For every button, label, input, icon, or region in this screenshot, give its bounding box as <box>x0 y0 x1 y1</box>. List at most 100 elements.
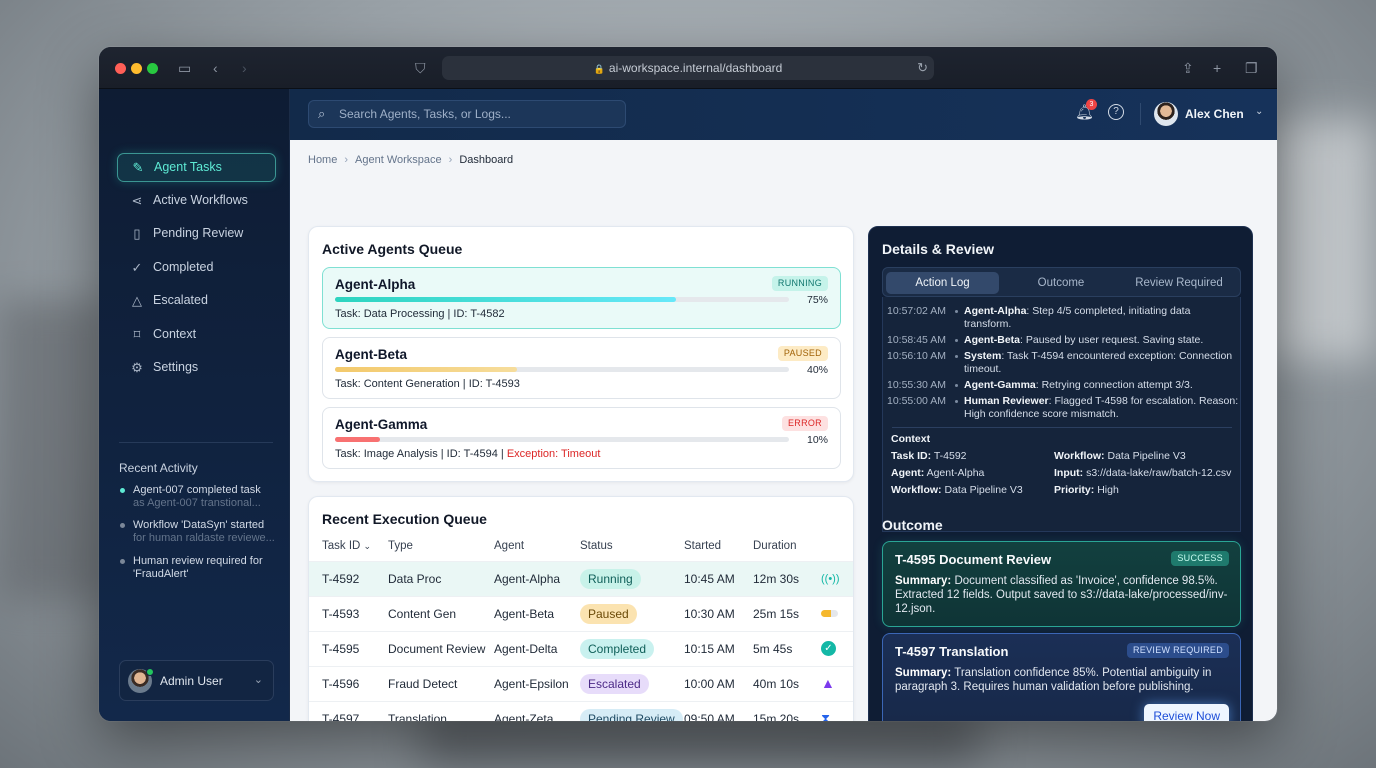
status-badge: PAUSED <box>777 346 828 361</box>
shield-icon[interactable]: ⛉ <box>415 60 426 76</box>
review-now-button[interactable]: Review Now <box>1144 704 1229 721</box>
sidebar-item-settings[interactable]: ⚙ Settings <box>117 353 276 382</box>
context-title: Context <box>891 433 931 445</box>
sidebar-item-label: Completed <box>153 260 214 274</box>
column-header-type[interactable]: Type <box>388 540 413 552</box>
context-value: Agent-Alpha <box>926 467 985 479</box>
agent-task-text: Task: Image Analysis | ID: T-4594 | <box>335 448 504 460</box>
topbar-divider <box>1140 103 1141 125</box>
warning-icon: ▲ <box>821 675 835 691</box>
edit-icon: ✎ <box>132 160 144 175</box>
details-review-panel: Details & Review Action Log Outcome Revi… <box>868 226 1253 721</box>
document-icon: ▯ <box>133 226 141 241</box>
close-window-button[interactable] <box>115 63 126 74</box>
table-row[interactable]: T-4595 Document Review Agent-Delta Compl… <box>309 631 853 666</box>
outcome-card-title: T-4597 Translation <box>895 644 1009 659</box>
reload-icon[interactable]: ↻ <box>917 60 928 75</box>
minimize-window-button[interactable] <box>131 63 142 74</box>
breadcrumb-agent-workspace[interactable]: Agent Workspace <box>355 154 442 166</box>
recent-activity-item[interactable]: Agent-007 completed task as Agent-007 tr… <box>120 484 275 510</box>
maximize-window-button[interactable] <box>147 63 158 74</box>
tab-review-required[interactable]: Review Required <box>1135 277 1223 289</box>
column-header-agent[interactable]: Agent <box>494 540 525 552</box>
context-value: Data Pipeline V3 <box>944 484 1023 496</box>
recent-activity-text: Human review required for 'FraudAlert' <box>133 555 263 580</box>
recent-activity-item[interactable]: Human review required for 'FraudAlert' <box>120 555 275 581</box>
sidebar-toggle-icon[interactable]: ▭ <box>178 60 192 76</box>
sidebar-item-escalated[interactable]: △ Escalated <box>117 286 276 315</box>
check-circle-icon: ✓ <box>821 641 836 656</box>
card-title: Active Agents Queue <box>322 241 463 257</box>
outcome-summary: Summary: Document classified as 'Invoice… <box>895 574 1231 616</box>
search-input[interactable]: ⌕ Search Agents, Tasks, or Logs... <box>308 100 626 128</box>
recent-activity-item[interactable]: Workflow 'DataSyn' started for human ral… <box>120 519 275 545</box>
tab-action-log[interactable]: Action Log <box>886 272 999 294</box>
sidebar-item-completed[interactable]: ✓ Completed <box>117 253 276 282</box>
column-header-duration[interactable]: Duration <box>753 540 797 552</box>
log-dot <box>955 400 958 403</box>
table-row[interactable]: T-4592 Data Proc Agent-Alpha Running 10:… <box>309 561 853 596</box>
cell-started: 10:45 AM <box>684 572 735 586</box>
log-actor: Human Reviewer <box>964 395 1049 407</box>
recent-execution-queue-card: Recent Execution Queue Task ID ⌄ Type Ag… <box>308 496 854 721</box>
status-pill: Completed <box>580 639 655 659</box>
agent-card-beta[interactable]: Agent-Beta PAUSED 40% Task: Content Gene… <box>322 337 841 399</box>
cell-type: Data Proc <box>388 572 442 586</box>
agent-card-alpha[interactable]: Agent-Alpha RUNNING 75% Task: Data Proce… <box>322 267 841 329</box>
share-icon[interactable]: ⇪ <box>1182 60 1194 76</box>
column-header-task-id[interactable]: Task ID ⌄ <box>322 540 371 552</box>
background-blur <box>0 300 110 600</box>
outcome-card-review[interactable]: T-4597 Translation REVIEW REQUIRED Summa… <box>882 633 1241 721</box>
new-tab-icon[interactable]: + <box>1213 60 1222 76</box>
table-row[interactable]: T-4597 Translation Agent-Zeta Pending Re… <box>309 701 853 721</box>
status-badge: SUCCESS <box>1171 551 1229 566</box>
details-tabs: Action Log Outcome Review Required <box>882 267 1241 297</box>
chevron-down-icon[interactable]: ⌄ <box>1255 106 1264 117</box>
admin-user-menu[interactable]: Admin User ⌄ <box>119 660 274 701</box>
browser-window: ▭ ‹ › ⛉ 🔒 ai-workspace.internal/dashboard… <box>99 47 1277 721</box>
outcome-card-success[interactable]: T-4595 Document Review SUCCESS Summary: … <box>882 541 1241 627</box>
table-row[interactable]: T-4593 Content Gen Agent-Beta Paused 10:… <box>309 596 853 631</box>
help-icon[interactable]: ? <box>1108 104 1124 120</box>
cell-agent: Agent-Epsilon <box>494 677 569 691</box>
sidebar-item-label: Settings <box>153 360 199 374</box>
progress-bar <box>335 297 789 302</box>
recent-activity-text: Agent-007 completed task <box>133 484 261 496</box>
log-message: System: Task T-4594 encountered exceptio… <box>964 350 1239 376</box>
column-header-started[interactable]: Started <box>684 540 722 552</box>
cell-duration: 12m 30s <box>753 572 800 586</box>
log-actor: System <box>964 350 1002 362</box>
address-bar[interactable]: 🔒 ai-workspace.internal/dashboard ↻ <box>442 56 934 80</box>
sidebar-item-context[interactable]: ⌑ Context <box>117 320 276 349</box>
progress-bar <box>335 367 789 372</box>
summary-text: Translation confidence 85%. Potential am… <box>895 667 1212 693</box>
share-icon: ⋖ <box>131 193 143 208</box>
cell-started: 10:30 AM <box>684 607 735 621</box>
context-label: Workflow: <box>1054 450 1105 462</box>
user-name[interactable]: Alex Chen <box>1185 107 1244 121</box>
recent-activity-subtext: as Agent-007 transtional... <box>133 497 261 509</box>
breadcrumb-home[interactable]: Home <box>308 154 338 166</box>
table-row[interactable]: T-4596 Fraud Detect Agent-Epsilon Escala… <box>309 666 853 701</box>
agent-task-text: Task: Content Generation | ID: T-4593 <box>335 378 520 390</box>
progress-fill <box>335 367 517 372</box>
sidebar-item-label: Active Workflows <box>153 193 248 207</box>
context-value: T-4592 <box>933 450 967 462</box>
avatar[interactable] <box>1154 102 1178 126</box>
column-header-status[interactable]: Status <box>580 540 613 552</box>
summary-label: Summary: <box>895 667 952 679</box>
tab-outcome[interactable]: Outcome <box>1037 277 1085 289</box>
agent-card-gamma[interactable]: Agent-Gamma ERROR 10% Task: Image Analys… <box>322 407 841 469</box>
log-actor: Agent-Gamma <box>964 379 1036 391</box>
notification-badge: 3 <box>1086 99 1097 110</box>
context-priority: Priority: High <box>1054 484 1119 496</box>
sidebar-item-agent-tasks[interactable]: ✎ Agent Tasks <box>117 153 276 182</box>
breadcrumb-separator-icon: › <box>448 154 453 166</box>
back-icon[interactable]: ‹ <box>213 60 218 76</box>
log-time: 10:57:02 AM <box>887 305 946 317</box>
sidebar-item-pending-review[interactable]: ▯ Pending Review <box>117 219 276 248</box>
agent-task-info: Task: Content Generation | ID: T-4593 <box>335 378 520 390</box>
forward-icon[interactable]: › <box>242 60 247 76</box>
tabs-overview-icon[interactable]: ❐ <box>1245 60 1258 76</box>
sidebar-item-active-workflows[interactable]: ⋖ Active Workflows <box>117 186 276 215</box>
